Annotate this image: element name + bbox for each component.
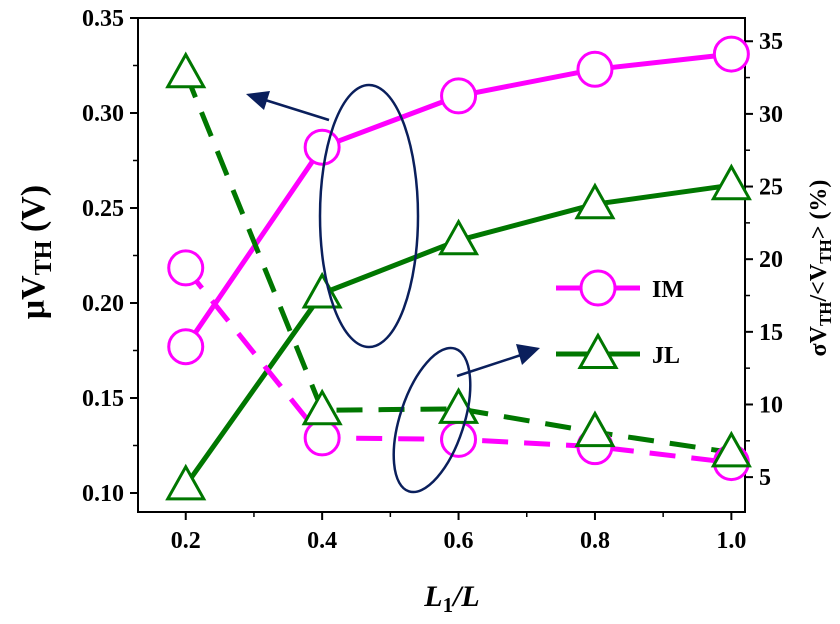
data-point-jl-right — [574, 410, 616, 448]
y-left-tick-label: 0.20 — [82, 291, 124, 317]
y-right-tick-label: 5 — [759, 465, 771, 491]
data-point-im-left — [303, 128, 341, 166]
data-point-jl-right — [165, 51, 207, 89]
annotation-arrow-left-line — [261, 97, 330, 122]
data-point-jl-right — [301, 388, 343, 426]
annotation-arrow-right-head — [516, 344, 540, 365]
series-line-jl-right — [183, 72, 732, 455]
y-right-tick-label: 35 — [759, 29, 783, 55]
data-point-jl-right — [437, 387, 480, 424]
y-right-tick-label: 20 — [759, 247, 783, 273]
data-point-jl-left — [574, 182, 616, 220]
data-point-jl-left — [165, 463, 207, 501]
chart-frame — [137, 17, 746, 513]
y-axis-title-right: σVTH/<VTH> (%) — [806, 180, 835, 357]
data-point-im-right — [303, 419, 341, 457]
annotation-ellipse-right — [392, 346, 472, 494]
annotation-arrow-right-line — [456, 352, 525, 378]
y-right-tick-label: 30 — [759, 102, 783, 128]
data-point-im-left — [576, 50, 614, 88]
legend-label-im: IM — [652, 277, 684, 303]
annotations — [246, 83, 540, 494]
y-left-tick-label: 0.35 — [82, 6, 124, 32]
y-right-tick-label: 10 — [759, 392, 783, 418]
y-left-tick-label: 0.15 — [82, 386, 124, 412]
x-axis-title: L1/L — [423, 580, 480, 617]
y-left-tick-label: 0.30 — [82, 101, 124, 127]
y-right-tick-label: 25 — [759, 175, 783, 201]
legend-marker-jl — [577, 332, 619, 369]
legend-marker-im — [579, 269, 617, 307]
legend-label-jl: JL — [652, 343, 680, 369]
y-axis-title-left: μVTH (V) — [15, 185, 57, 319]
data-point-jl-right — [710, 430, 752, 468]
data-point-im-left — [167, 328, 205, 366]
data-point-jl-left — [710, 163, 752, 201]
data-point-jl-left — [437, 218, 480, 256]
data-point-im-left — [712, 35, 750, 73]
x-tick-label: 0.6 — [444, 528, 474, 554]
x-tick-label: 0.2 — [171, 528, 201, 554]
x-tick-label: 1.0 — [716, 528, 746, 554]
axis-ticks: 0.2 0.4 0.6 0.8 1.0 0.10 0.15 0.20 0.25 0.30 0.35 5… — [82, 6, 783, 554]
y-left-tick-label: 0.10 — [82, 481, 124, 507]
plot-area — [165, 35, 752, 501]
x-tick-label: 0.8 — [580, 528, 610, 554]
y-right-tick-label: 15 — [759, 320, 783, 346]
annotation-ellipse-left — [318, 83, 420, 349]
x-tick-label: 0.4 — [307, 528, 337, 554]
y-left-tick-label: 0.25 — [82, 196, 124, 222]
data-point-im-left — [440, 77, 478, 115]
plot-border — [137, 17, 746, 513]
data-point-im-right — [167, 249, 205, 287]
annotation-arrow-left-head — [246, 91, 270, 110]
legend: IM JL — [556, 269, 684, 369]
